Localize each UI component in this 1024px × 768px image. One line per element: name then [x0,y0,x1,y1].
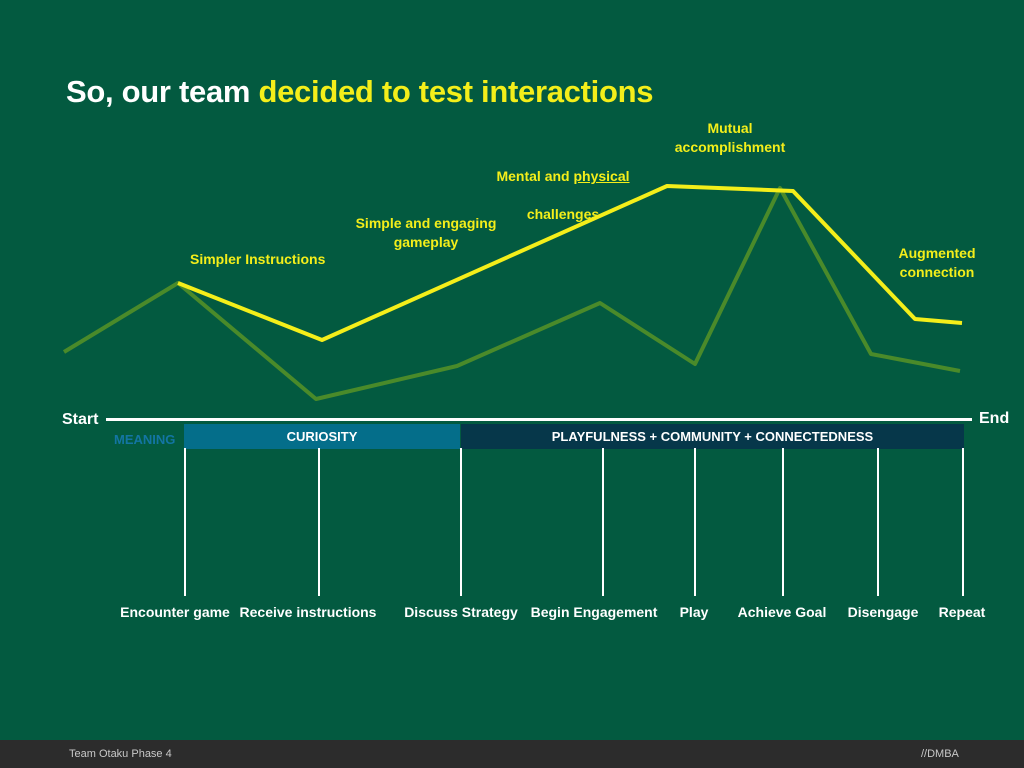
footer-bar: Team Otaku Phase 4 //DMBA [0,740,1024,768]
annotation-mental-prefix: Mental and [496,168,574,184]
title-prefix: So, our team [66,74,259,109]
phase-playfulness: PLAYFULNESS + COMMUNITY + CONNECTEDNESS [461,424,964,449]
stage-begin-engagement: Begin Engagement [530,604,658,620]
start-label: Start [62,411,99,428]
timeline-axis [106,418,972,421]
stage-divider [460,448,462,596]
phase-curiosity: CURIOSITY [184,424,460,449]
stage-divider [877,448,879,596]
stage-achieve-goal: Achieve Goal [737,604,827,620]
slide-title: So, our team decided to test interaction… [66,74,653,110]
baseline-curve [62,186,961,401]
stage-disengage: Disengage [847,604,919,620]
annotation-simple-engaging: Simple and engaging gameplay [355,215,497,250]
phase-meaning: MEANING [114,432,176,447]
stage-discuss-strategy: Discuss Strategy [404,604,518,620]
footer-right: //DMBA [921,748,959,760]
stage-divider [962,448,964,596]
stage-encounter-game: Encounter game [120,604,230,620]
improved-curve [177,184,963,342]
annotation-simpler-instructions: Simpler Instructions [190,251,326,267]
title-highlight: decided to test interactions [258,74,654,109]
stage-divider [184,448,186,596]
annotation-mental-underlined: physical [573,168,630,184]
end-label: End [979,410,1010,427]
stage-divider [782,448,784,596]
annotation-mutual: Mutual accomplishment [674,120,786,155]
stage-repeat: Repeat [938,604,986,620]
annotation-mental-physical: Mental and physical challenges [488,148,638,224]
stage-divider [318,448,320,596]
stage-divider [694,448,696,596]
stage-divider [602,448,604,596]
stage-receive-instructions: Receive instructions [239,604,377,620]
annotation-mental-suffix: challenges [526,206,600,222]
annotation-augmented: Augmented connection [898,245,976,280]
footer-left: Team Otaku Phase 4 [69,748,172,760]
stage-play: Play [679,604,709,620]
